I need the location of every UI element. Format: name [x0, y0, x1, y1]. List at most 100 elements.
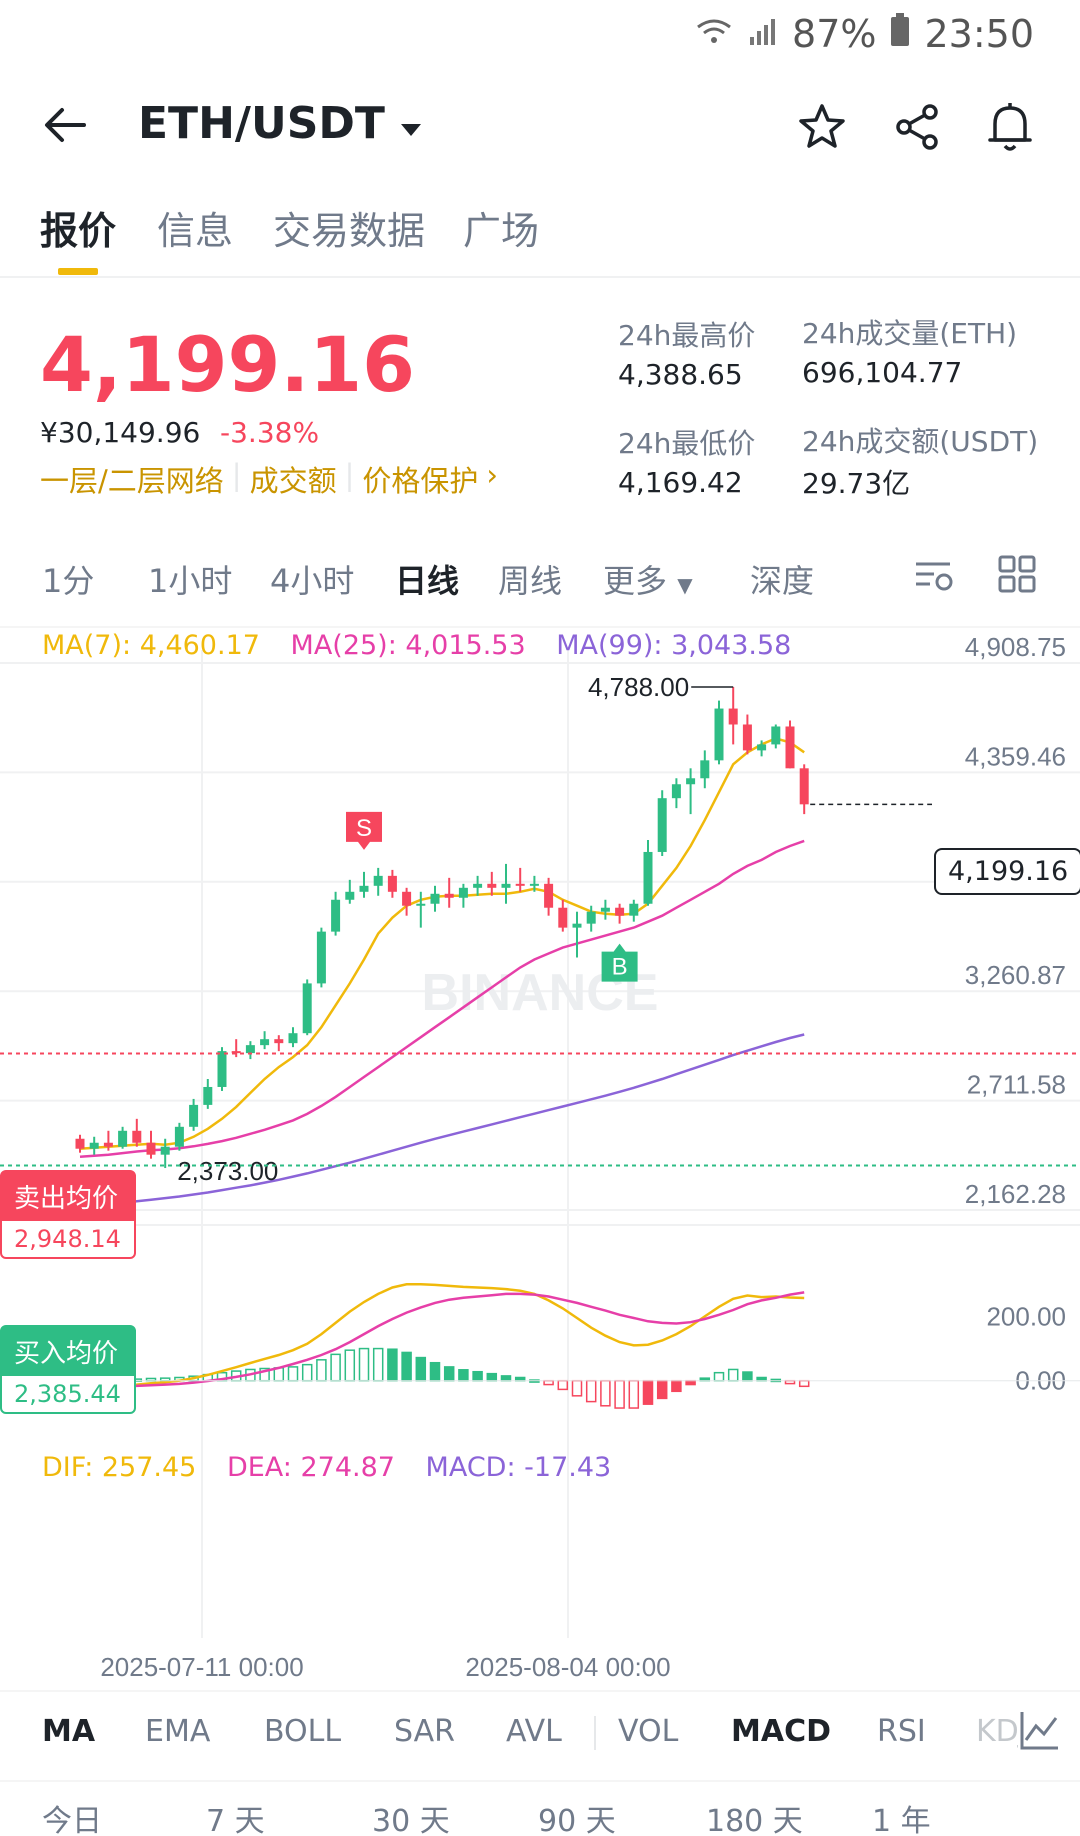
tag-price-protect[interactable]: 价格保护 — [362, 464, 479, 498]
period-30d[interactable]: 30 天 — [372, 1804, 450, 1836]
sell-avg-badge[interactable]: 卖出均价 2,948.14 — [0, 1170, 136, 1259]
candle-body — [288, 1033, 298, 1044]
ma99-legend: MA(99): 3,043.58 — [556, 630, 792, 661]
tag-network[interactable]: 一层/二层网络 — [40, 464, 224, 498]
kline-chart[interactable]: BINANCE 4,908.754,359.463,810.163,260.87… — [0, 630, 1080, 1690]
macd-tick-label: 200.00 — [986, 1301, 1066, 1331]
macd-bar — [798, 1379, 810, 1388]
ind-boll[interactable]: BOLL — [264, 1714, 342, 1749]
interval-4h[interactable]: 4小时 — [270, 562, 355, 600]
high-value: 4,388.65 — [618, 358, 743, 391]
volume-value: 696,104.77 — [802, 356, 963, 389]
candle-body — [430, 893, 440, 904]
macd-bar — [656, 1379, 668, 1400]
battery-percent: 87% — [792, 12, 877, 56]
volume-label: 24h成交量(ETH) — [802, 317, 1018, 350]
back-arrow-icon[interactable] — [40, 100, 90, 154]
x-tick-label: 2025-07-11 00:00 — [100, 1652, 303, 1682]
tag-row: 一层/二层网络 | 成交额 | 价格保护 › — [40, 458, 498, 500]
macd-bar — [330, 1353, 341, 1382]
candle-body — [615, 907, 625, 916]
buy-avg-badge[interactable]: 买入均价 2,385.44 — [0, 1325, 136, 1414]
macd-bar — [614, 1379, 625, 1409]
candle-body — [118, 1130, 128, 1147]
ind-ema[interactable]: EMA — [145, 1714, 211, 1749]
tab-info[interactable]: 信息 — [157, 209, 234, 253]
candle-body — [473, 883, 483, 888]
candle-body — [529, 883, 539, 886]
dea-legend: DEA: 274.87 — [226, 1452, 395, 1483]
ind-sar[interactable]: SAR — [394, 1714, 455, 1749]
pair-selector[interactable]: ETH/USDT — [138, 98, 423, 149]
period-180d[interactable]: 180 天 — [706, 1804, 803, 1836]
bell-icon[interactable] — [985, 100, 1035, 158]
candle-body — [316, 931, 326, 984]
candle-body — [785, 726, 795, 769]
interval-more[interactable]: 更多 ▼ — [603, 556, 693, 602]
sell-avg-label: 卖出均价 — [2, 1172, 134, 1221]
candle-body — [444, 893, 454, 898]
dea-line — [79, 1291, 805, 1389]
interval-1d[interactable]: 日线 — [395, 562, 460, 600]
ind-ma[interactable]: MA — [42, 1714, 96, 1749]
candle-body — [700, 760, 710, 779]
candle-body — [160, 1146, 170, 1155]
low-label: 24h最低价 — [618, 427, 756, 460]
ind-vol[interactable]: VOL — [618, 1714, 679, 1749]
candle-body — [75, 1138, 85, 1149]
macd-bar — [372, 1347, 384, 1382]
y-tick-label: 2,162.28 — [965, 1179, 1066, 1209]
macd-bar — [642, 1379, 654, 1405]
tab-square[interactable]: 广场 — [463, 209, 540, 253]
period-7d[interactable]: 7 天 — [206, 1804, 265, 1836]
tag-volume[interactable]: 成交额 — [249, 464, 337, 498]
tab-quote[interactable]: 报价 — [40, 209, 117, 253]
macd-bar — [713, 1371, 725, 1382]
macd-bar — [486, 1372, 498, 1382]
candle-body — [174, 1126, 184, 1147]
candle-body — [728, 708, 738, 725]
candle-body — [189, 1104, 199, 1127]
indicator-chart-icon[interactable] — [1018, 1708, 1062, 1756]
period-90d[interactable]: 90 天 — [538, 1804, 616, 1836]
star-icon[interactable] — [797, 102, 847, 156]
y-tick-label: 4,908.75 — [965, 632, 1066, 662]
clock: 23:50 — [924, 12, 1034, 56]
candle-body — [331, 899, 341, 932]
low-value: 4,169.42 — [618, 466, 743, 499]
interval-1w[interactable]: 周线 — [498, 562, 563, 600]
chevron-right-icon[interactable]: › — [486, 458, 498, 492]
interval-1m[interactable]: 1分 — [42, 562, 95, 600]
candle-body — [132, 1130, 142, 1143]
candle-body — [387, 875, 397, 892]
interval-depth[interactable]: 深度 — [750, 562, 815, 600]
share-icon[interactable] — [892, 102, 942, 156]
wifi-icon — [694, 12, 734, 56]
tab-trading-data[interactable]: 交易数据 — [273, 209, 426, 253]
ind-avl[interactable]: AVL — [506, 1714, 562, 1749]
low-price-label: 2,373.00 — [177, 1156, 278, 1186]
more-label: 更多 — [603, 562, 668, 600]
ind-macd[interactable]: MACD — [731, 1714, 831, 1749]
candle-body — [217, 1051, 227, 1087]
ind-rsi[interactable]: RSI — [877, 1714, 926, 1749]
high-label: 24h最高价 — [618, 319, 756, 352]
chart-settings-icon[interactable] — [912, 556, 956, 600]
period-1y[interactable]: 1 年 — [872, 1804, 931, 1836]
status-bar: 87% 23:50 — [0, 0, 1080, 68]
macd-bar — [727, 1368, 739, 1382]
candle-body — [572, 923, 582, 928]
macd-bar — [287, 1366, 299, 1382]
macd-bar — [543, 1379, 554, 1386]
layout-grid-icon[interactable] — [997, 554, 1037, 598]
candle-body — [302, 983, 312, 1034]
candle-body — [643, 851, 653, 904]
buy-marker-label: B — [612, 954, 628, 981]
candle-body — [799, 768, 809, 805]
period-today[interactable]: 今日 — [42, 1804, 102, 1836]
buy-avg-label: 买入均价 — [2, 1327, 134, 1376]
sell-marker-label: S — [356, 815, 372, 842]
candle-body — [544, 883, 554, 908]
interval-1h[interactable]: 1小时 — [148, 562, 233, 600]
candle-body — [373, 875, 383, 886]
